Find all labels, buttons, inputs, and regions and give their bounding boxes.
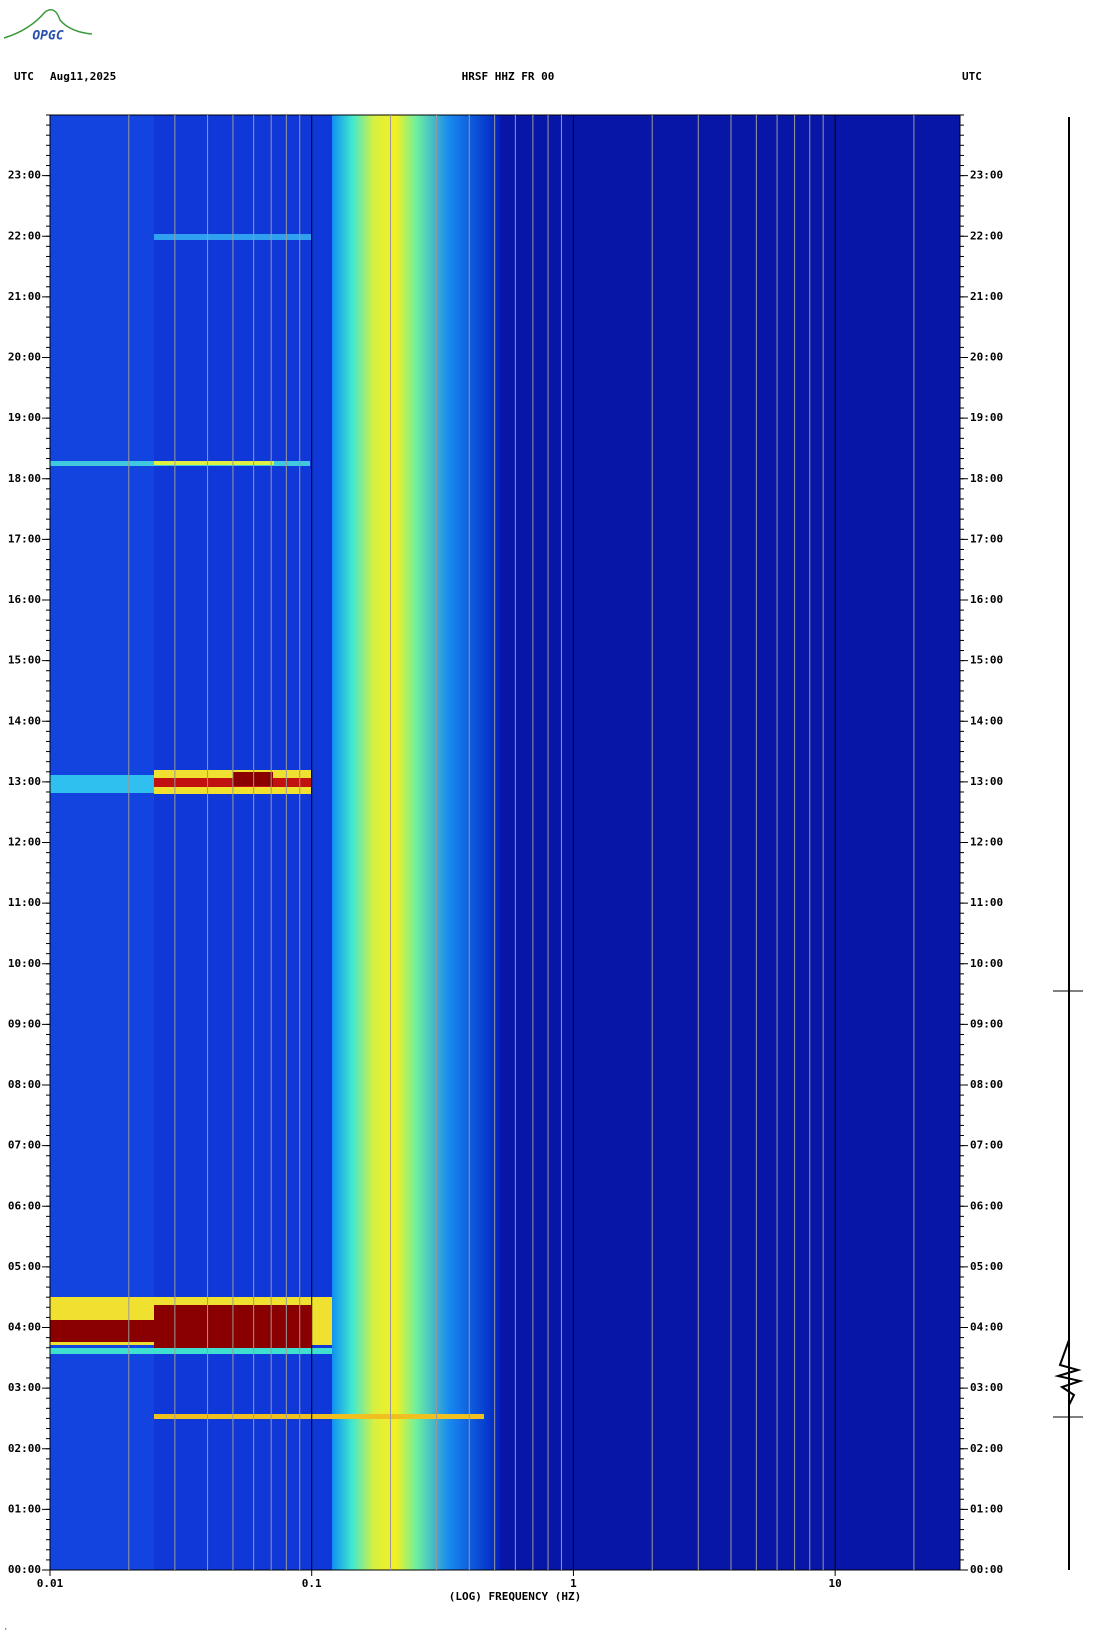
y-tick-label-right: 16:00 [970, 593, 1003, 606]
y-tick-label-right: 11:00 [970, 896, 1003, 909]
y-tick-label: 20:00 [8, 351, 41, 364]
y-tick-label-right: 00:00 [970, 1563, 1003, 1576]
y-tick-label-right: 07:00 [970, 1139, 1003, 1152]
y-tick-label: 17:00 [8, 532, 41, 545]
y-tick-label-right: 12:00 [970, 836, 1003, 849]
y-tick-label: 12:00 [8, 836, 41, 849]
y-tick-label: 01:00 [8, 1502, 41, 1515]
y-tick-label-right: 14:00 [970, 714, 1003, 727]
y-tick-label-right: 09:00 [970, 1017, 1003, 1030]
y-tick-label: 16:00 [8, 593, 41, 606]
x-axis-label: (LOG) FREQUENCY (HZ) [449, 1590, 581, 1603]
y-tick-label: 08:00 [8, 1078, 41, 1091]
y-tick-label: 15:00 [8, 654, 41, 667]
x-tick-label: 10 [829, 1577, 842, 1590]
y-tick-label: 14:00 [8, 714, 41, 727]
y-tick-label: 09:00 [8, 1017, 41, 1030]
y-tick-label: 13:00 [8, 775, 41, 788]
y-tick-label-right: 23:00 [970, 169, 1003, 182]
y-tick-label-right: 03:00 [970, 1381, 1003, 1394]
spectrogram [50, 115, 960, 1570]
y-tick-label-right: 05:00 [970, 1260, 1003, 1273]
y-tick-label-right: 20:00 [970, 351, 1003, 364]
x-tick-label: 0.1 [302, 1577, 322, 1590]
y-tick-label-right: 06:00 [970, 1199, 1003, 1212]
y-tick-label: 05:00 [8, 1260, 41, 1273]
y-tick-label: 06:00 [8, 1199, 41, 1212]
y-tick-label-right: 19:00 [970, 411, 1003, 424]
chart-title: HRSF HHZ FR 00 [462, 70, 555, 83]
y-tick-label: 04:00 [8, 1321, 41, 1334]
y-tick-label: 11:00 [8, 896, 41, 909]
x-tick-label: 1 [570, 1577, 577, 1590]
y-tick-label-right: 10:00 [970, 957, 1003, 970]
y-tick-label-right: 02:00 [970, 1442, 1003, 1455]
y-tick-label-right: 22:00 [970, 229, 1003, 242]
y-tick-label: 19:00 [8, 411, 41, 424]
seismogram [1053, 117, 1084, 1570]
date: Aug11,2025 [50, 70, 116, 83]
y-tick-label: 21:00 [8, 290, 41, 303]
y-tick-label: 23:00 [8, 169, 41, 182]
x-tick-label: 0.01 [37, 1577, 64, 1590]
y-tick-label: 00:00 [8, 1563, 41, 1576]
y-tick-label-right: 08:00 [970, 1078, 1003, 1091]
y-tick-label: 07:00 [8, 1139, 41, 1152]
y-tick-label: 18:00 [8, 472, 41, 485]
y-tick-label-right: 21:00 [970, 290, 1003, 303]
y-tick-label-right: 01:00 [970, 1502, 1003, 1515]
corner-mark: . [4, 1625, 8, 1632]
right-header: UTC [962, 70, 982, 83]
y-tick-label: 10:00 [8, 957, 41, 970]
y-tick-label: 02:00 [8, 1442, 41, 1455]
logo-text: OPGC [32, 29, 63, 44]
y-tick-label-right: 13:00 [970, 775, 1003, 788]
y-tick-label: 22:00 [8, 229, 41, 242]
y-tick-label-right: 04:00 [970, 1321, 1003, 1334]
logo: OPGC [3, 9, 93, 44]
left-header: UTC [14, 70, 34, 83]
y-tick-label: 03:00 [8, 1381, 41, 1394]
y-tick-label-right: 17:00 [970, 532, 1003, 545]
y-tick-label-right: 18:00 [970, 472, 1003, 485]
y-tick-label-right: 15:00 [970, 654, 1003, 667]
